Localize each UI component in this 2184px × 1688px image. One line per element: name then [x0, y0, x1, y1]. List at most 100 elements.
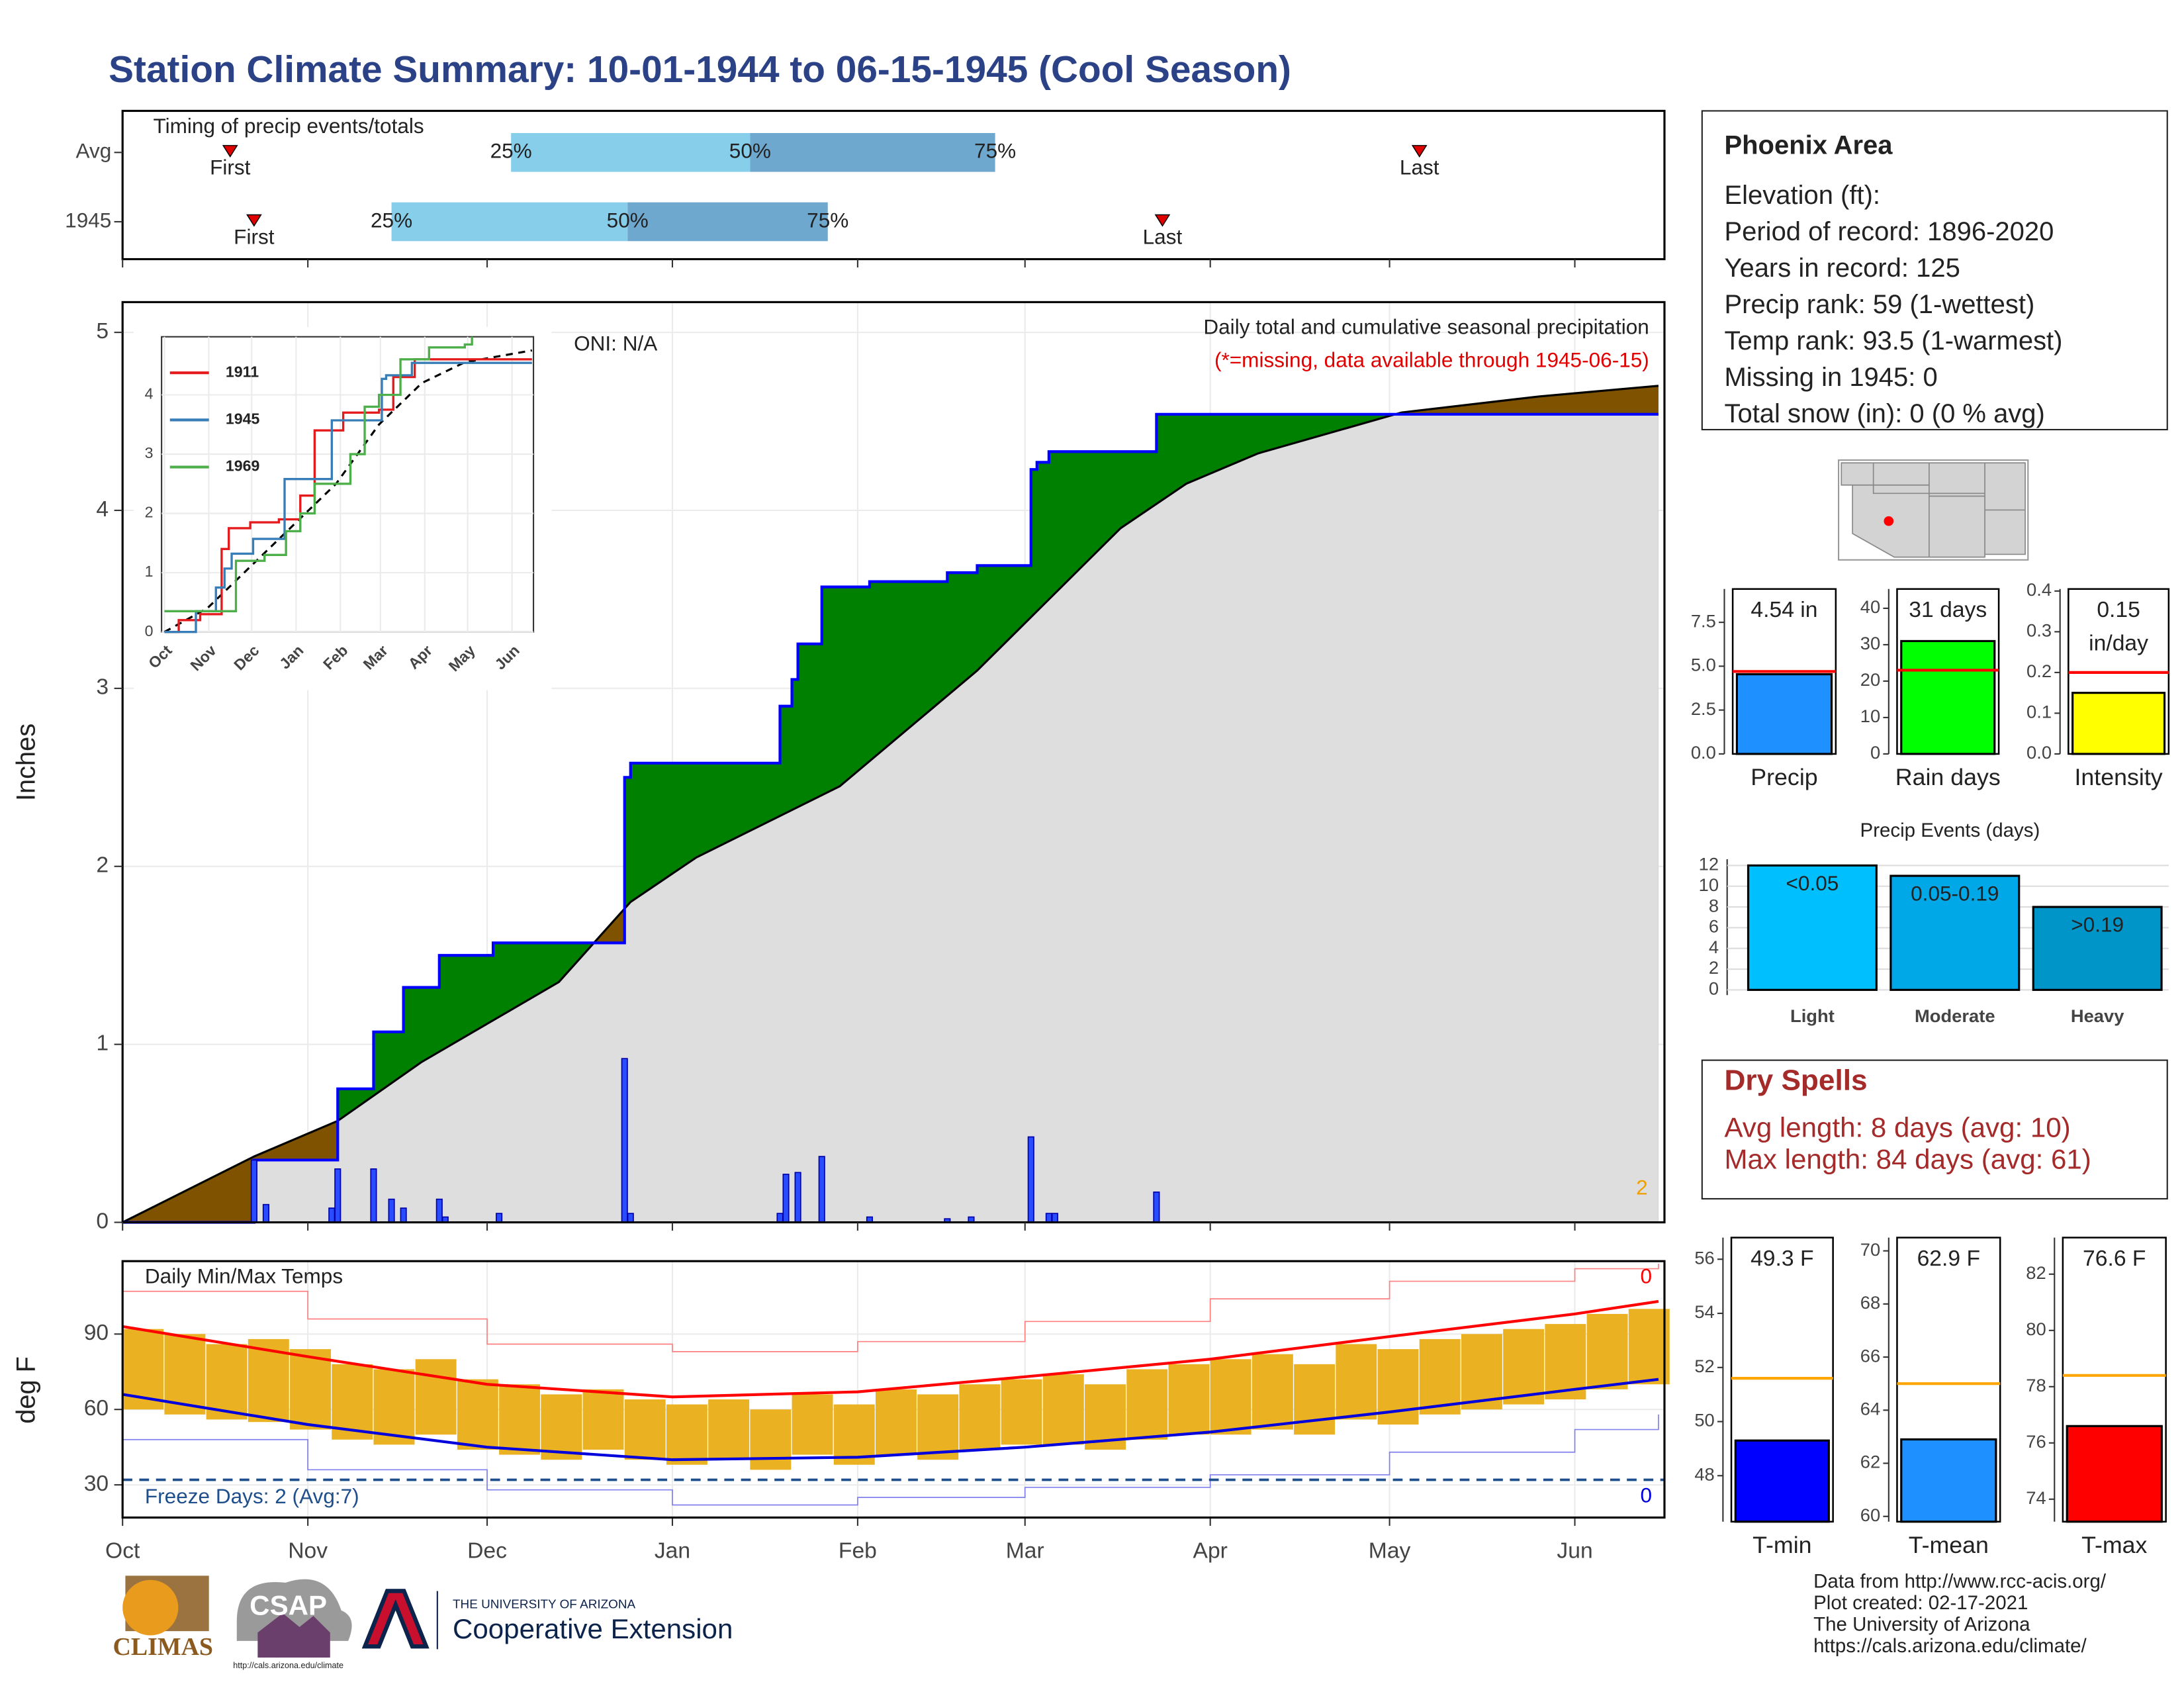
category-label: Moderate — [1915, 1006, 1995, 1026]
y-axis-label: deg F — [12, 1356, 41, 1424]
x-tick-label: Feb — [839, 1539, 877, 1564]
value-label: 4.54 in — [1751, 598, 1817, 622]
bin-label: >0.19 — [2071, 914, 2124, 937]
y-tick-label: 30 — [84, 1472, 109, 1496]
temp-bar — [959, 1384, 1001, 1450]
temp-bar — [1419, 1338, 1461, 1415]
y-tick-label: 0 — [1709, 978, 1719, 999]
temp-bar — [1001, 1379, 1042, 1445]
y-tick-label: 1 — [96, 1031, 109, 1056]
y-tick-label: 52 — [1694, 1356, 1714, 1376]
quartile-label: 50% — [729, 140, 771, 163]
y-tick-label: 90 — [84, 1321, 109, 1345]
y-tick-label: 10 — [1699, 874, 1719, 895]
station-line: Period of record: 1896-2020 — [1724, 217, 2054, 246]
station-line: Total snow (in): 0 (0 % avg) — [1724, 399, 2044, 428]
y-tick-label: 62 — [1860, 1452, 1880, 1472]
y-tick-label: 4 — [1709, 937, 1719, 957]
unit-label: in/day — [2089, 631, 2148, 655]
y-tick-label: 8 — [1709, 895, 1719, 915]
y-tick-label: 2 — [1709, 957, 1719, 978]
daily-bar — [621, 1058, 628, 1223]
daily-bar — [400, 1207, 407, 1223]
temp-bar — [1042, 1374, 1084, 1445]
freeze-label: Freeze Days: 2 (Avg:7) — [145, 1485, 359, 1508]
temp-bar — [666, 1404, 707, 1465]
event-label: First — [234, 225, 275, 248]
temp-bar — [290, 1349, 331, 1430]
plot-frame — [121, 301, 1666, 1224]
category-label: T-min — [1752, 1532, 1811, 1558]
y-tick-label: 78 — [2026, 1375, 2046, 1395]
daily-bar — [370, 1168, 377, 1223]
series-line — [164, 361, 532, 633]
quartile-label: 75% — [807, 209, 848, 232]
legend-label: 1911 — [226, 363, 259, 380]
chart-title: Precip Events (days) — [1860, 820, 2040, 841]
y-tick-label: 0.1 — [2026, 702, 2052, 722]
series-line — [164, 358, 532, 633]
event-label: Last — [1400, 156, 1439, 179]
daily-bar — [496, 1213, 503, 1223]
map-station — [1884, 516, 1894, 526]
daily-bar — [334, 1168, 341, 1223]
quartile-bar — [750, 132, 995, 172]
y-tick-label: 0.4 — [2026, 579, 2052, 600]
station-line: Elevation (ft): — [1724, 181, 1880, 210]
station-line: Missing in 1945: 0 — [1724, 363, 1937, 392]
temp-bar — [373, 1369, 415, 1445]
cumulative-line — [122, 412, 1659, 1224]
daily-bar — [388, 1198, 395, 1223]
daily-bar — [1045, 1213, 1052, 1223]
bin-label: <0.05 — [1786, 872, 1839, 895]
y-tick-label: 4 — [96, 497, 109, 522]
category-label: Intensity — [2074, 764, 2162, 790]
y-tick-label: 40 — [1860, 596, 1880, 617]
temp-bar — [1251, 1354, 1293, 1430]
temp-bar — [1126, 1369, 1168, 1440]
csap-hills — [257, 1613, 330, 1658]
y-tick-label: 5.0 — [1691, 655, 1716, 675]
temp-bar — [1545, 1324, 1586, 1400]
row-label: Avg — [76, 140, 112, 163]
event-marker — [246, 214, 262, 227]
y-tick-label: 7.5 — [1691, 610, 1716, 631]
temp-bar — [1461, 1334, 1502, 1410]
quartile-label: 25% — [490, 140, 532, 163]
temp-bar — [1628, 1309, 1670, 1385]
record-max-line — [122, 1263, 1659, 1352]
legend-label: 1969 — [226, 457, 259, 475]
bar — [1900, 639, 1996, 755]
y-tick-label: 68 — [1860, 1292, 1880, 1313]
quartile-bar — [627, 202, 828, 242]
event-marker — [222, 145, 238, 158]
map-states — [1841, 462, 2026, 558]
credit-line: Data from http://www.rcc-acis.org/ — [1813, 1571, 2107, 1593]
temp-bar — [917, 1394, 959, 1460]
category-label: Precip — [1751, 764, 1817, 790]
bin-label: 0.05-0.19 — [1911, 882, 1999, 906]
value-label: 49.3 F — [1751, 1246, 1813, 1271]
y-tick-label: 60 — [84, 1396, 109, 1421]
chart-subtitle: (*=missing, data available through 1945-… — [1214, 349, 1649, 372]
bar — [1747, 864, 1878, 991]
quartile-label: 50% — [607, 209, 649, 232]
temp-bar — [624, 1399, 666, 1460]
normal-line — [122, 385, 1659, 1223]
temp-bar — [457, 1379, 498, 1450]
y-tick-label: 30 — [1860, 633, 1880, 653]
temp-bar — [833, 1404, 875, 1465]
station-line: Years in record: 125 — [1724, 254, 1960, 283]
value-label: 76.6 F — [2083, 1246, 2146, 1271]
legend-label: 1945 — [226, 410, 260, 427]
logo-text: CSAP — [250, 1590, 327, 1621]
value-label: 62.9 F — [1917, 1246, 1980, 1271]
daily-bar — [262, 1203, 269, 1223]
temp-bar — [792, 1394, 833, 1455]
daily-bar — [1027, 1136, 1034, 1223]
y-tick-label: 2.5 — [1691, 698, 1716, 719]
y-tick-label: 56 — [1694, 1248, 1714, 1268]
plot-frame — [121, 1260, 1666, 1519]
normal-min-line — [122, 1378, 1659, 1462]
